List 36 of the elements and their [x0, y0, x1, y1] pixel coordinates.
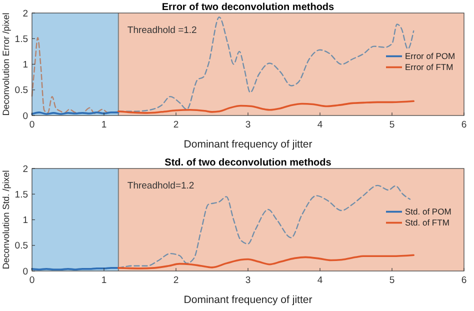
y-tick-label: 0.5: [14, 240, 28, 252]
x-tick-label: 2: [173, 275, 179, 286]
y-tick-label: 2: [22, 8, 28, 20]
y-tick-label: 1.5: [14, 34, 28, 45]
y-tick-label: 2: [22, 164, 28, 175]
legend-label: Std. of POM: [405, 206, 452, 217]
x-tick-label: 3: [245, 120, 251, 130]
y-tick-label: 0: [22, 266, 28, 278]
x-tick-label: 6: [461, 120, 467, 130]
x-tick-label: 6: [461, 275, 467, 286]
y-tick-label: 1: [22, 60, 28, 71]
y-axis-title: Deconvolution Std. /pixel: [1, 170, 11, 270]
y-tick-label: 1: [22, 215, 28, 226]
line-series: [118, 254, 414, 270]
x-tick-label: 1: [101, 275, 107, 286]
ref-line-label: Threadhold =1.2: [127, 25, 197, 36]
legend-label: Std. of FTM: [405, 218, 450, 228]
line-series: [118, 100, 414, 114]
y-tick-label: 1.5: [14, 189, 28, 200]
chart-title: Std. of two deconvolution methods: [164, 158, 332, 168]
x-tick-label: 2: [173, 120, 179, 130]
chart-title: Error of two deconvolution methods: [162, 2, 335, 13]
x-axis-title: Dominant frequency of jitter: [184, 294, 313, 306]
x-tick-label: 5: [389, 120, 395, 130]
y-tick-label: 0.5: [14, 85, 28, 96]
legend-label: Error of POM: [405, 51, 456, 62]
x-tick-label: 3: [245, 275, 251, 286]
y-tick-label: 0: [22, 110, 28, 122]
x-tick-label: 1: [101, 120, 107, 130]
ref-line-label: Threadhold=1.2: [127, 180, 194, 192]
x-tick-label: 4: [317, 275, 323, 286]
x-tick-label: 5: [389, 275, 395, 286]
x-tick-label: 4: [317, 120, 323, 130]
legend-label: Error of FTM: [405, 62, 454, 72]
x-axis-title: Dominant frequency of jitter: [184, 138, 313, 150]
y-axis-title: Deconvolution Error /pixel: [1, 12, 11, 116]
